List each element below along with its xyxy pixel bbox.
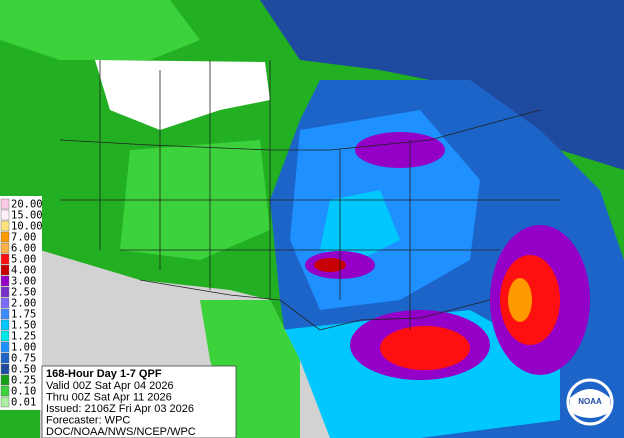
- info-line: Forecaster: WPC: [46, 414, 130, 426]
- legend-swatch: [0, 330, 10, 342]
- heavy-area: [380, 326, 470, 370]
- legend-label: 0.25: [11, 375, 36, 387]
- logo-wave: [570, 389, 610, 418]
- heavy-area: [314, 258, 346, 272]
- legend-label: 2.50: [11, 287, 36, 299]
- legend-label: 1.50: [11, 320, 36, 332]
- legend-label: 15.00: [11, 210, 43, 222]
- legend-swatch: [0, 297, 10, 309]
- info-line: Thru 00Z Sat Apr 11 2026: [46, 391, 172, 403]
- legend-swatch: [0, 396, 10, 408]
- legend-label: 1.25: [11, 331, 36, 343]
- coast: [139, 279, 491, 331]
- legend-swatch: [0, 220, 10, 232]
- legend-label: 2.00: [11, 298, 36, 310]
- legend-label: 1.75: [11, 309, 36, 321]
- legend-swatch: [0, 385, 10, 397]
- info-box: [41, 365, 237, 438]
- legend-label: 7.00: [11, 232, 36, 244]
- legend-swatch: [0, 308, 10, 320]
- boundaries: [59, 60, 560, 331]
- legend-swatch: [0, 374, 10, 386]
- legend-label: 6.00: [11, 243, 36, 255]
- legend: 20.0015.0010.007.006.005.004.003.002.502…: [0, 198, 43, 409]
- heavy-area: [355, 132, 445, 168]
- legend-swatch: [0, 363, 10, 375]
- info-line: Issued: 2106Z Fri Apr 03 2026: [46, 403, 194, 415]
- legend-swatch: [0, 231, 10, 243]
- info-line: DOC/NOAA/NWS/NCEP/WPC: [46, 426, 196, 438]
- legend-swatch: [0, 275, 10, 287]
- legend-label: 0.75: [11, 353, 36, 365]
- dry-area: [95, 60, 270, 130]
- legend-swatch: [0, 198, 10, 210]
- shade: [0, 0, 200, 60]
- legend-swatch: [0, 253, 10, 265]
- legend-label: 0.10: [11, 386, 36, 398]
- legend-swatch: [0, 209, 10, 221]
- info-title: 168-Hour Day 1-7 QPF: [46, 368, 162, 380]
- legend-label: 0.01: [11, 397, 36, 409]
- legend-label: 20.00: [11, 199, 43, 211]
- legend-swatch: [0, 341, 10, 353]
- legend-label: 3.00: [11, 276, 36, 288]
- legend-label: 0.50: [11, 364, 36, 376]
- legend-label: 4.00: [11, 265, 36, 277]
- legend-swatch: [0, 319, 10, 331]
- legend-label: 10.00: [11, 221, 43, 233]
- info-line: Valid 00Z Sat Apr 04 2026: [46, 380, 174, 392]
- legend-label: 1.00: [11, 342, 36, 354]
- border: [59, 109, 541, 151]
- heavy-area: [508, 278, 532, 322]
- logo-text: NOAA: [578, 397, 602, 406]
- noaa-logo: NOAA: [566, 378, 614, 426]
- legend-swatch: [0, 352, 10, 364]
- legend-swatch: [0, 264, 10, 276]
- legend-swatch: [0, 242, 10, 254]
- legend-swatch: [0, 286, 10, 298]
- legend-label: 5.00: [11, 254, 36, 266]
